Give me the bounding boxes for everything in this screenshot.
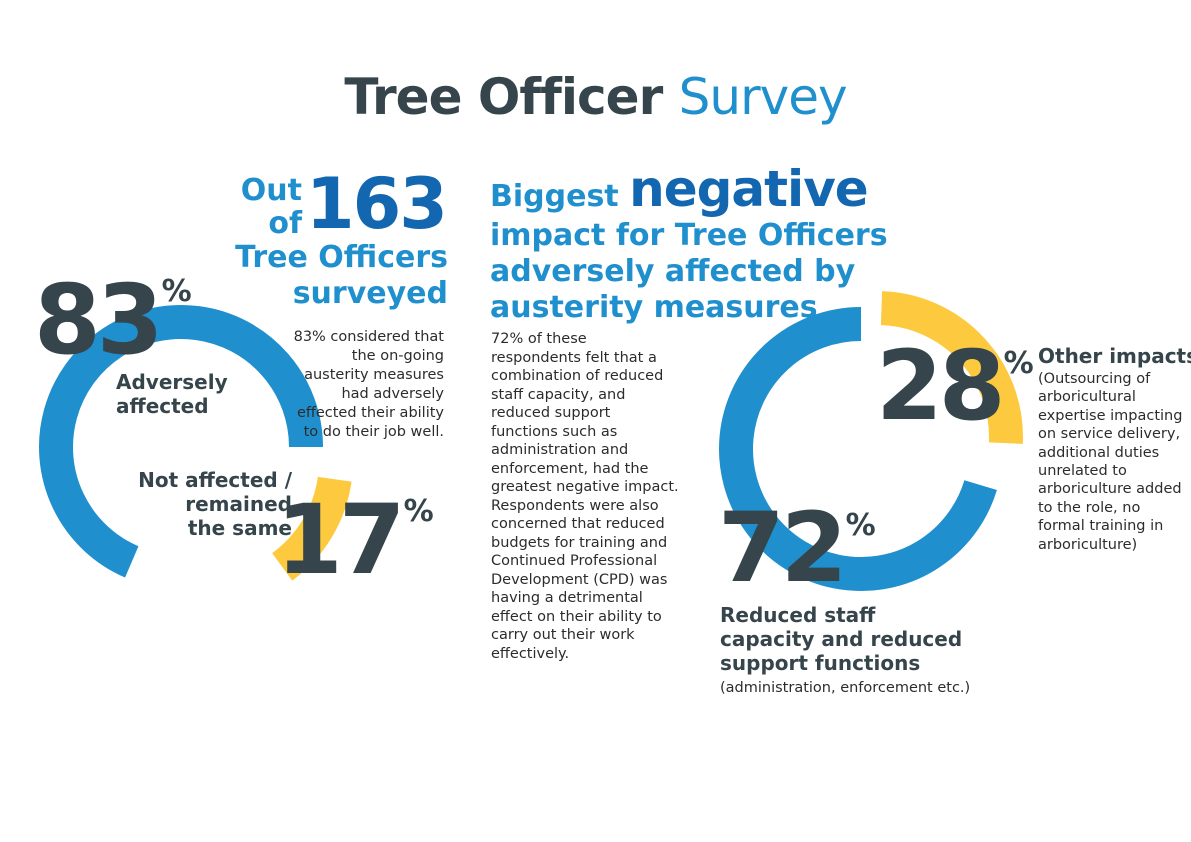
adverse-value: 83: [34, 264, 164, 376]
out-of-label: Out of: [240, 173, 302, 241]
other-percent-sign: %: [1003, 346, 1034, 381]
adverse-label: Adversely affected: [116, 370, 228, 418]
not-affected-percent-sign: %: [403, 494, 434, 529]
page-title: Tree Officer Survey: [0, 68, 1191, 126]
headline-negative: negative: [629, 160, 869, 218]
adverse-percent-sign: %: [161, 274, 192, 309]
slice-adversely-affected: [39, 305, 323, 578]
slice-not-affected: [271, 476, 352, 581]
not-affected-percent: 17%: [276, 492, 434, 588]
adverse-label-line-2: affected: [116, 394, 209, 418]
headline-line-4: austerity measures: [490, 290, 818, 325]
other-value: 28: [876, 330, 1006, 442]
reduced-title-line-2: capacity and reduced: [720, 627, 963, 651]
reduced-staff-title: Reduced staff capacity and reduced suppo…: [720, 603, 970, 675]
title-part-1: Tree Officer: [344, 68, 663, 126]
left-headline: Out of 163 Tree Officers surveyed: [222, 164, 448, 312]
reduced-value: 72: [718, 492, 848, 604]
reduced-staff-note: (administration, enforcement etc.): [720, 680, 971, 696]
reduced-percent-sign: %: [845, 508, 876, 543]
not-affected-value: 17: [276, 484, 406, 596]
reduced-percent: 72%: [718, 500, 876, 596]
reduced-title-line-3: support functions: [720, 651, 921, 675]
headline-tree-officers: Tree Officers: [235, 240, 448, 275]
other-percent: 28%: [876, 338, 1034, 434]
slice-reduced-staff: [719, 307, 997, 591]
right-description: 72% of these respondents felt that a com…: [491, 331, 679, 662]
left-description: 83% considered that the on-going austeri…: [293, 329, 444, 440]
right-headline: Biggest negative impact for Tree Officer…: [490, 160, 890, 326]
not-affected-label-line-3: the same: [187, 516, 292, 540]
slice-other-impacts: [880, 291, 1023, 444]
other-impacts-title: Other impacts: [1038, 344, 1191, 368]
not-affected-label-line-1: Not affected /: [138, 468, 292, 492]
not-affected-label-line-2: remained: [185, 492, 292, 516]
adverse-percent: 83%: [34, 272, 192, 368]
donut-adversely-affected: [39, 305, 352, 581]
not-affected-label: Not affected / remained the same: [112, 468, 292, 540]
headline-surveyed: surveyed: [292, 276, 448, 311]
headline-line-2: impact for Tree Officers: [490, 218, 888, 253]
donut-negative-impact: [719, 291, 1023, 591]
headline-biggest: Biggest: [490, 179, 619, 214]
adverse-label-line-1: Adversely: [116, 370, 228, 394]
other-impacts-description: (Outsourcing of arboricultural expertise…: [1038, 371, 1183, 553]
reduced-title-line-1: Reduced staff: [720, 603, 876, 627]
title-part-2: Survey: [678, 68, 848, 126]
surveyed-count: 163: [305, 163, 448, 245]
headline-line-3: adversely affected by: [490, 254, 856, 289]
